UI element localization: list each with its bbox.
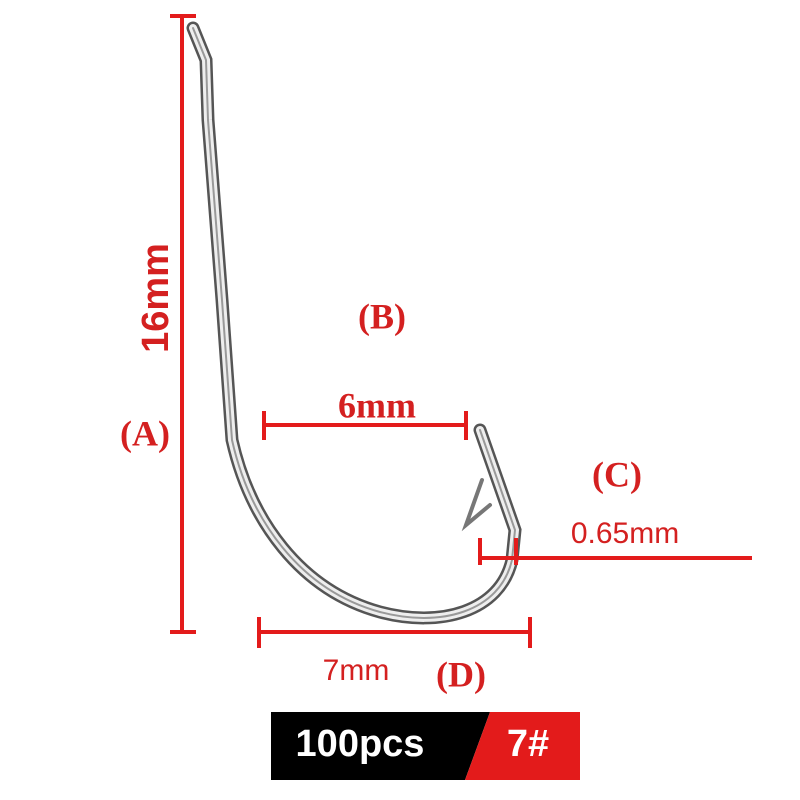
label-d-size: 7mm [323,654,390,687]
label-a: (A) [120,413,170,453]
badge: 100pcs 7# [271,712,580,780]
dimension-lines [170,14,752,648]
label-b-size: 6mm [338,385,416,425]
label-c-size: 0.65mm [571,517,679,550]
label-d: (D) [436,654,486,694]
label-c: (C) [592,454,642,494]
badge-size: 7# [507,723,549,765]
label-a-size: 16mm [135,243,177,353]
badge-quantity: 100pcs [296,723,425,765]
hook [186,21,522,625]
label-b: (B) [358,296,406,336]
